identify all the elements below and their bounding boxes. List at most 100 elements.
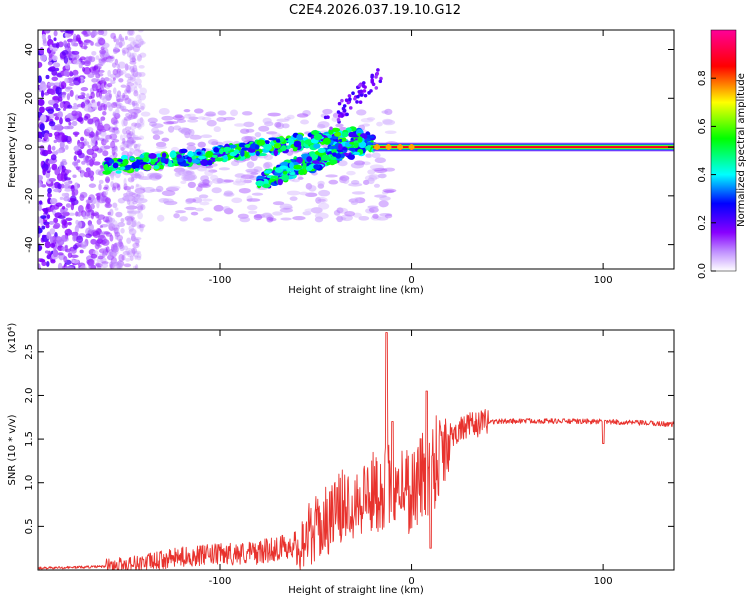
spectrogram-haze-cell bbox=[250, 172, 259, 176]
spectrogram-haze-cell bbox=[198, 194, 209, 199]
spectrogram-haze-cell bbox=[140, 111, 151, 117]
spectrogram-noise-cell bbox=[53, 188, 61, 193]
spectrogram-branch-cell bbox=[317, 147, 326, 154]
spectrogram-haze-cell bbox=[239, 216, 251, 223]
spectrogram-branch-cell bbox=[168, 160, 173, 167]
spectrogram-noise-cell bbox=[122, 128, 127, 135]
spectrogram-branch-cell bbox=[281, 174, 290, 181]
spectrogram-branch-cell bbox=[191, 159, 201, 164]
spectrogram-noise-cell bbox=[130, 111, 138, 120]
spectrogram-noise-cell bbox=[79, 249, 84, 254]
spectrogram-haze-cell bbox=[318, 189, 331, 197]
spectrogram-haze-cell bbox=[210, 174, 219, 181]
spectrogram-haze-cell bbox=[367, 205, 379, 209]
spectrogram-noise-cell bbox=[124, 195, 130, 201]
spectrogram-noise-cell bbox=[124, 35, 128, 41]
spectrogram-branch-cell bbox=[311, 160, 320, 164]
spectrogram-noise-cell bbox=[40, 218, 44, 226]
spectrogram-ylabel: Frequency (Hz) bbox=[7, 112, 18, 188]
spectrogram-noise-cell bbox=[38, 263, 41, 269]
spectrogram-noise-cell bbox=[48, 177, 56, 182]
spectrogram-branch-cell bbox=[256, 175, 265, 180]
spectrogram-noise-cell bbox=[129, 113, 133, 119]
spectrogram-noise-cell bbox=[137, 123, 142, 130]
spectrogram-noise-cell bbox=[132, 248, 136, 256]
spectrogram-noise-cell bbox=[122, 250, 130, 256]
spectrogram-noise-cell bbox=[69, 89, 74, 97]
spectrogram-branch-cell bbox=[289, 171, 296, 176]
spectrogram-noise-cell bbox=[103, 123, 111, 131]
spectrogram-haze-cell bbox=[125, 205, 138, 210]
spectrogram-noise-cell bbox=[117, 222, 125, 228]
spectrogram-haze-cell bbox=[238, 187, 251, 194]
spectrogram-noise-cell bbox=[109, 133, 118, 140]
spectrogram-noise-cell bbox=[120, 218, 125, 223]
spectrogram-noise-cell bbox=[126, 50, 132, 58]
spectrogram-noise-cell bbox=[92, 161, 101, 166]
spectrogram-noise-cell bbox=[134, 174, 142, 179]
spectrogram-xtick-label: 100 bbox=[594, 275, 613, 286]
colorbar-tick-label: 0.6 bbox=[697, 118, 708, 134]
spectrogram-noise-cell bbox=[49, 228, 56, 235]
spectrogram-branch-cell bbox=[357, 136, 363, 143]
spectrogram-noise-cell bbox=[71, 39, 76, 47]
spectrogram-branch-cell bbox=[187, 157, 193, 163]
spectrogram-noise-cell bbox=[55, 124, 63, 132]
spectrogram-haze-cell bbox=[231, 197, 243, 204]
spectrogram-noise-cell bbox=[61, 205, 66, 210]
spectrogram-noise-cell bbox=[106, 78, 113, 82]
spectrogram-noise-cell bbox=[96, 200, 100, 209]
spectrogram-noise-cell bbox=[76, 159, 81, 163]
spectrogram-noise-cell bbox=[127, 219, 133, 223]
spectrogram-noise-cell bbox=[61, 134, 67, 142]
spectrogram-noise-cell bbox=[96, 218, 102, 225]
spectrogram-haze-cell bbox=[202, 217, 213, 222]
spectrogram-haze-cell bbox=[217, 110, 227, 116]
spectrogram-noise-cell bbox=[39, 258, 46, 263]
spectrogram-noise-cell bbox=[60, 183, 65, 189]
spectrogram-haze-cell bbox=[215, 141, 224, 146]
spectrogram-haze-cell bbox=[286, 114, 295, 120]
spectrogram-noise-cell bbox=[112, 264, 120, 269]
spectrogram-noise-cell bbox=[133, 143, 138, 149]
spectrogram-noise-cell bbox=[127, 205, 133, 210]
spectrogram-ticks: -100 0 100 -40 -20 0 20 40 bbox=[24, 30, 674, 286]
spectrogram-noise-cell bbox=[38, 174, 43, 181]
spectrogram-branch-cell bbox=[211, 154, 218, 158]
spectrogram-noise-cell bbox=[114, 122, 118, 129]
spectrogram-noise-cell bbox=[90, 197, 97, 205]
spectrogram-noise-cell bbox=[126, 187, 131, 193]
spectrogram-noise-cell bbox=[38, 182, 41, 189]
spectrogram-carrier-band bbox=[373, 146, 674, 149]
spectrogram-branch-cell bbox=[108, 166, 114, 170]
spectrogram-noise-cell bbox=[108, 104, 113, 112]
spectrogram-noise-cell bbox=[39, 47, 45, 55]
spectrogram-branch-cell bbox=[326, 161, 331, 166]
spectrogram-noise-cell bbox=[99, 50, 105, 59]
spectrogram-streak-cell bbox=[362, 89, 367, 93]
spectrogram-noise-cell bbox=[49, 236, 54, 244]
spectrogram-branch-cell bbox=[293, 140, 302, 148]
spectrogram-noise-cell bbox=[89, 56, 96, 63]
spectrogram-noise-cell bbox=[88, 170, 92, 178]
spectrogram-noise-cell bbox=[117, 71, 122, 77]
spectrogram-noise-cell bbox=[122, 49, 126, 56]
spectrogram-noise-cell bbox=[139, 223, 146, 229]
spectrogram-noise-cell bbox=[86, 93, 90, 99]
spectrogram-noise-cell bbox=[120, 84, 127, 88]
spectrogram-noise-cell bbox=[124, 193, 130, 197]
spectrogram-noise-cell bbox=[138, 38, 144, 46]
spectrogram-noise-cell bbox=[77, 143, 82, 148]
spectrogram-noise-cell bbox=[81, 241, 87, 249]
spectrogram-noise-cell bbox=[134, 43, 142, 48]
spectrogram-noise-cell bbox=[132, 70, 139, 78]
spectrogram-branch-cell bbox=[233, 149, 240, 155]
spectrogram-haze-cell bbox=[279, 208, 294, 213]
spectrogram-noise-cell bbox=[116, 183, 121, 188]
spectrogram-haze-cell bbox=[204, 169, 214, 177]
spectrogram-noise-cell bbox=[137, 98, 142, 104]
spectrogram-noise-cell bbox=[133, 126, 137, 130]
spectrogram-haze-cell bbox=[193, 108, 204, 114]
spectrogram-noise-cell bbox=[118, 78, 124, 83]
spectrogram-haze-cell bbox=[216, 116, 227, 122]
